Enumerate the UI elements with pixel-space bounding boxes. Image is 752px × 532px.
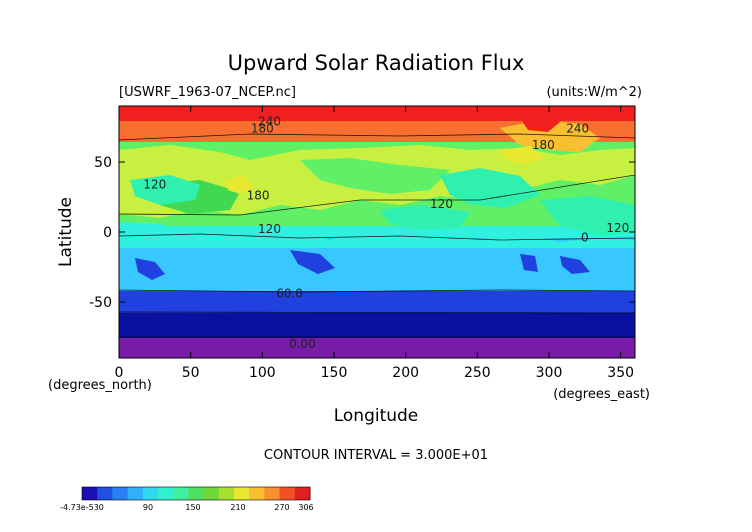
y-unit-label: (degrees_north): [48, 378, 152, 393]
colorbar-swatch: [218, 487, 235, 500]
blob-aqua-1: [440, 168, 540, 208]
x-tick-label: 150: [321, 365, 348, 381]
blob-blue-4: [520, 254, 538, 272]
colorbar-swatch: [127, 487, 144, 500]
band-north-pole: [119, 106, 635, 121]
contour-label: 240: [566, 121, 589, 135]
colorbar-tick-label: 150: [185, 503, 200, 512]
x-tick-label: 50: [182, 365, 200, 381]
contour-label: 120: [430, 197, 453, 211]
blob-red-1: [520, 112, 560, 132]
band-southern-ocean: [119, 290, 635, 313]
colorbar: [81, 486, 311, 501]
blob-blue-3: [560, 256, 590, 274]
x-unit-label: (degrees_east): [553, 387, 650, 402]
x-axis-label: Longitude: [334, 406, 419, 426]
blob-aqua-2: [130, 175, 200, 205]
y-axis: 50 0 -50: [89, 155, 635, 311]
colorbar-tick-label: 210: [230, 503, 245, 512]
colorbar-swatch: [294, 487, 311, 500]
blob-aqua-3: [380, 205, 470, 230]
y-tick-label: -50: [89, 295, 112, 311]
colorbar-swatch: [173, 487, 189, 500]
contour-label: 180: [247, 189, 270, 203]
blob-blue-1: [135, 258, 165, 280]
y-tick-label: 50: [94, 155, 112, 171]
contour-label: 180: [251, 121, 274, 135]
contour-label: 0.00: [289, 337, 316, 351]
colorbar-frame: [81, 486, 311, 501]
colorbar-tick-label: -4.73e-530: [60, 503, 104, 512]
contour-lines: [119, 133, 635, 338]
blob-yellow-2: [500, 146, 545, 164]
x-tick-label: 200: [392, 365, 419, 381]
contour-label: 180: [532, 138, 555, 152]
colorbar-swatch: [158, 487, 174, 500]
colorbar-tick-label: 90: [143, 503, 153, 512]
colorbar-swatch: [97, 487, 113, 500]
colorbar-swatch: [142, 487, 159, 500]
colorbar-swatch: [264, 487, 281, 500]
contour-label: 120: [143, 177, 166, 191]
band-south-pole: [119, 337, 635, 358]
colorbar-ticks: -4.73e-530 90 150 210 270 306: [60, 503, 314, 512]
colorbar-swatch: [112, 487, 129, 500]
colorbar-swatch: [279, 487, 296, 500]
chart-title: Upward Solar Radiation Flux: [228, 51, 525, 75]
contour-label: 60.0: [276, 287, 303, 301]
y-axis-label: Latitude: [56, 197, 76, 267]
file-label: [USWRF_1963-07_NCEP.nc]: [119, 85, 296, 100]
colorbar-swatch: [82, 487, 98, 500]
x-axis: 0 50 100 150 200 250 300 350: [115, 106, 634, 381]
blob-orange-1: [500, 120, 600, 152]
colorbar-swatch: [188, 487, 205, 500]
band-antarctic: [119, 312, 635, 338]
contour-interval: CONTOUR INTERVAL = 3.000E+01: [264, 448, 488, 463]
colorbar-swatch: [249, 487, 265, 500]
blob-aqua-4: [540, 196, 635, 236]
blob-green-2: [300, 158, 450, 194]
x-tick-label: 250: [464, 365, 491, 381]
y-tick-label: 0: [103, 225, 112, 241]
x-tick-label: 350: [607, 365, 634, 381]
colorbar-swatch: [203, 487, 220, 500]
contour-label: 120: [258, 222, 281, 236]
units-label: (units:W/m^2): [546, 85, 642, 100]
blob-yellow-1: [225, 176, 255, 194]
contour-label: 0: [581, 231, 589, 245]
x-tick-label: 300: [536, 365, 563, 381]
x-tick-label: 0: [115, 365, 124, 381]
x-tick-label: 100: [249, 365, 276, 381]
colorbar-tick-label: 270: [274, 503, 289, 512]
colorbar-swatch: [234, 487, 250, 500]
blob-blue-2: [290, 250, 335, 274]
contour-label: 240: [258, 114, 281, 128]
blob-aqua-5: [119, 222, 635, 248]
colorbar-tick-label: 306: [298, 503, 313, 512]
contour-label: 120: [606, 221, 629, 235]
band-arctic: [119, 120, 635, 142]
